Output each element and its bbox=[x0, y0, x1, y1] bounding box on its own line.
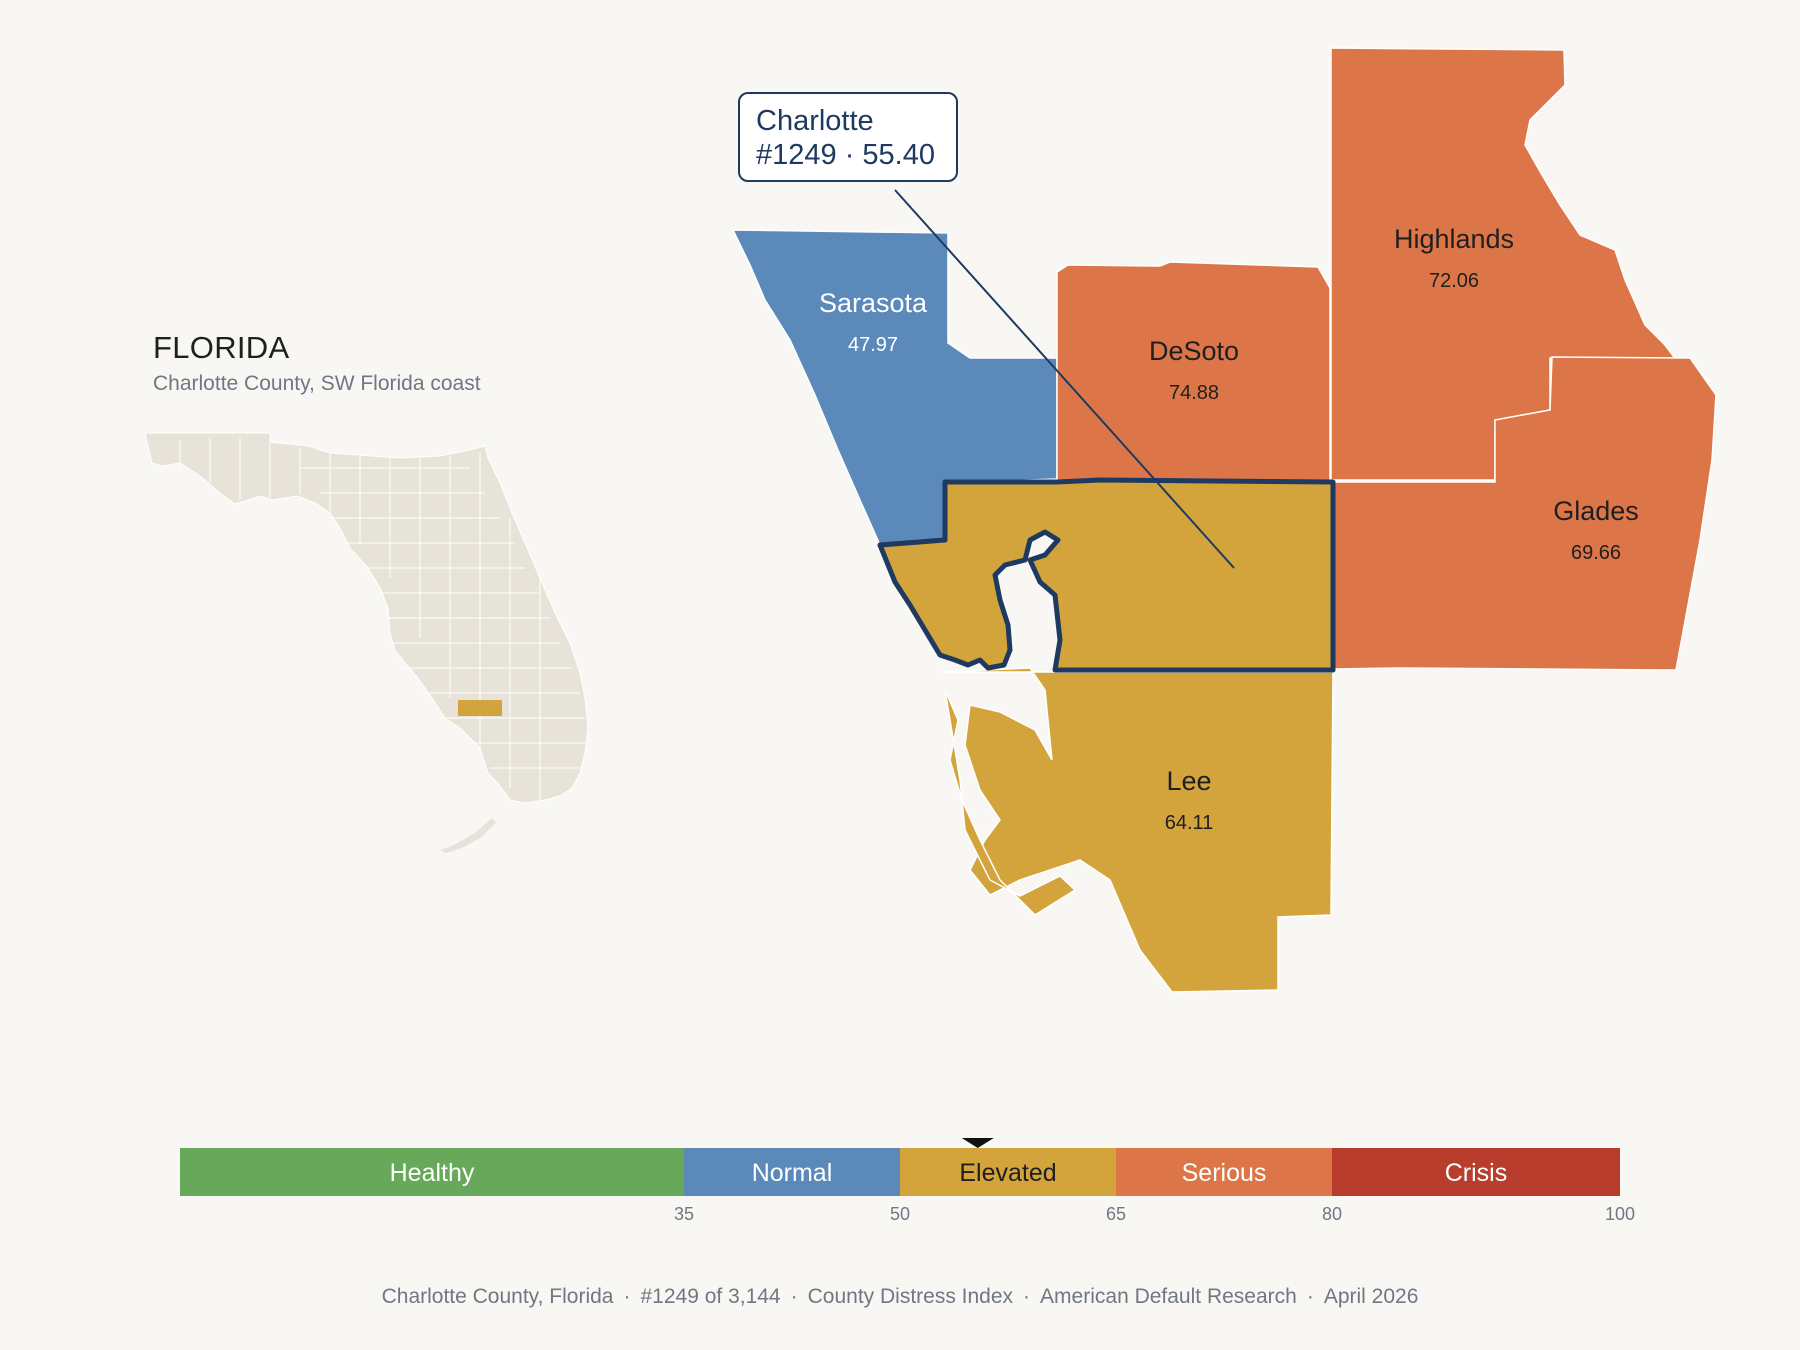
scale-tick-label: 65 bbox=[1106, 1204, 1126, 1224]
florida-keys bbox=[440, 818, 496, 853]
scale-band-normal bbox=[684, 1148, 900, 1196]
county-lee[interactable] bbox=[939, 667, 1334, 993]
county-label-sarasota: Sarasota bbox=[819, 288, 928, 318]
county-label-glades: Glades bbox=[1553, 496, 1639, 526]
footer-county: Charlotte County, Florida bbox=[381, 1285, 614, 1308]
scale-band-label: Serious bbox=[1182, 1159, 1267, 1187]
footer: Charlotte County, Florida · #1249 of 3,144… bbox=[0, 1285, 1800, 1309]
callout-county-name: Charlotte bbox=[756, 105, 874, 137]
distress-scale-legend: Healthy Normal Elevated Serious Crisis 35 50 6… bbox=[180, 1138, 1635, 1224]
county-label-desoto: DeSoto bbox=[1149, 336, 1239, 366]
scale-tick-label: 80 bbox=[1322, 1204, 1342, 1224]
footer-separator: · bbox=[1023, 1285, 1031, 1308]
scale-tick-label: 100 bbox=[1605, 1204, 1635, 1224]
county-value-desoto: 74.88 bbox=[1169, 382, 1219, 404]
selected-county-callout: Charlotte #1249 · 55.40 bbox=[738, 92, 958, 182]
florida-locator-map bbox=[144, 432, 589, 853]
scale-band-label: Normal bbox=[752, 1159, 833, 1187]
scale-tick-label: 35 bbox=[674, 1204, 694, 1224]
charlotte-locator-highlight bbox=[458, 700, 502, 716]
state-title: FLORIDA bbox=[153, 330, 290, 365]
scale-band-label: Elevated bbox=[959, 1159, 1056, 1187]
county-charlotte[interactable] bbox=[877, 477, 1336, 673]
county-value-highlands: 72.06 bbox=[1429, 270, 1479, 292]
scale-band-elevated bbox=[900, 1148, 1116, 1196]
scale-band-label: Healthy bbox=[390, 1159, 475, 1187]
scale-band-crisis bbox=[1332, 1148, 1620, 1196]
footer-date: April 2026 bbox=[1323, 1285, 1419, 1308]
footer-rank: #1249 of 3,144 bbox=[640, 1285, 781, 1308]
footer-separator: · bbox=[790, 1285, 798, 1308]
county-lee-islands[interactable] bbox=[944, 689, 1077, 916]
state-subtitle: Charlotte County, SW Florida coast bbox=[153, 372, 481, 395]
footer-index: County Distress Index bbox=[807, 1285, 1014, 1308]
callout-rank-score: #1249 · 55.40 bbox=[756, 139, 935, 171]
scale-band-label: Crisis bbox=[1445, 1159, 1508, 1187]
county-value-sarasota: 47.97 bbox=[848, 334, 898, 356]
county-glades[interactable] bbox=[1332, 356, 1717, 671]
scale-band-serious bbox=[1116, 1148, 1332, 1196]
florida-county-lines bbox=[179, 438, 586, 800]
county-desoto[interactable] bbox=[1056, 261, 1331, 483]
county-value-lee: 64.11 bbox=[1165, 812, 1214, 834]
scale-band-healthy bbox=[180, 1148, 684, 1196]
scale-tick-label: 50 bbox=[890, 1204, 910, 1224]
footer-separator: · bbox=[1306, 1285, 1314, 1308]
footer-separator: · bbox=[623, 1285, 631, 1308]
footer-source: American Default Research bbox=[1040, 1285, 1297, 1308]
county-label-highlands: Highlands bbox=[1394, 224, 1514, 254]
county-value-glades: 69.66 bbox=[1571, 542, 1621, 564]
scale-marker-triangle bbox=[961, 1138, 994, 1148]
county-label-lee: Lee bbox=[1166, 766, 1211, 796]
callout-leader-line bbox=[894, 189, 1235, 569]
